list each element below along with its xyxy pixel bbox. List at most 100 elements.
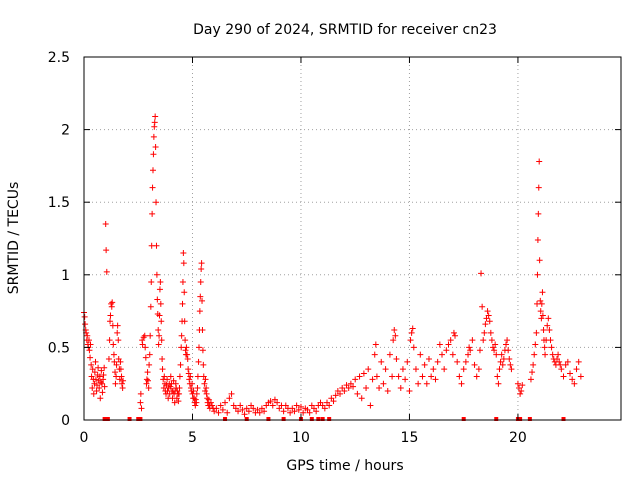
data-point bbox=[460, 366, 467, 373]
data-point bbox=[148, 279, 155, 286]
data-point bbox=[274, 399, 281, 406]
data-point bbox=[155, 326, 162, 333]
y-tick-label: 0.5 bbox=[48, 340, 70, 356]
data-point bbox=[159, 356, 166, 363]
data-point bbox=[157, 279, 164, 286]
data-point bbox=[159, 366, 166, 373]
data-point bbox=[181, 289, 188, 296]
data-point bbox=[203, 385, 210, 392]
data-point bbox=[224, 409, 231, 416]
data-point bbox=[280, 408, 287, 415]
data-point bbox=[408, 329, 415, 336]
data-point bbox=[103, 247, 110, 254]
data-point bbox=[337, 390, 344, 397]
x-tick-label: 10 bbox=[292, 430, 310, 446]
data-point bbox=[535, 184, 542, 191]
data-point bbox=[98, 367, 105, 374]
data-point bbox=[85, 337, 92, 344]
data-point bbox=[153, 271, 160, 278]
data-point bbox=[391, 326, 398, 333]
data-point bbox=[213, 405, 220, 412]
data-point bbox=[108, 300, 115, 307]
data-point bbox=[577, 373, 584, 380]
data-point bbox=[406, 387, 413, 394]
data-point bbox=[201, 380, 208, 387]
y-tick-labels: 0 0.5 1 1.5 2 2.5 bbox=[48, 50, 70, 429]
data-point bbox=[241, 411, 248, 418]
data-point bbox=[185, 366, 192, 373]
data-point bbox=[321, 405, 328, 412]
data-point bbox=[544, 322, 551, 329]
data-point bbox=[382, 366, 389, 373]
data-point bbox=[439, 351, 445, 358]
data-point bbox=[112, 369, 119, 376]
data-point bbox=[137, 399, 144, 406]
data-point bbox=[147, 332, 154, 339]
data-point bbox=[117, 358, 124, 365]
data-point bbox=[120, 377, 127, 384]
data-point bbox=[571, 380, 578, 387]
data-point bbox=[179, 279, 186, 286]
data-point bbox=[139, 341, 146, 348]
y-tick-label: 0 bbox=[61, 413, 70, 429]
data-point bbox=[425, 356, 432, 363]
data-point bbox=[475, 366, 482, 373]
data-point bbox=[193, 399, 200, 406]
data-point-zero bbox=[281, 417, 286, 421]
data-point bbox=[235, 408, 242, 415]
data-point bbox=[363, 385, 370, 392]
data-point bbox=[441, 366, 448, 373]
data-point bbox=[118, 373, 125, 380]
data-point bbox=[493, 351, 500, 358]
data-point bbox=[87, 341, 94, 348]
data-point bbox=[167, 383, 174, 390]
data-point bbox=[194, 373, 201, 380]
data-point bbox=[112, 380, 119, 387]
data-point bbox=[546, 326, 553, 333]
data-point bbox=[237, 402, 244, 409]
data-point bbox=[393, 356, 400, 363]
data-point bbox=[142, 344, 149, 351]
data-point bbox=[419, 373, 426, 380]
data-point bbox=[503, 341, 510, 348]
data-point bbox=[180, 250, 187, 257]
data-point bbox=[488, 337, 495, 344]
data-point bbox=[158, 318, 165, 325]
data-point bbox=[183, 344, 190, 351]
data-point bbox=[82, 321, 89, 328]
data-point bbox=[465, 351, 472, 358]
data-point-zero bbox=[494, 417, 499, 421]
data-point bbox=[508, 366, 515, 373]
data-point bbox=[199, 326, 206, 333]
data-point bbox=[199, 297, 206, 304]
data-point bbox=[138, 405, 145, 412]
data-point bbox=[115, 337, 122, 344]
data-point bbox=[529, 369, 536, 376]
data-point bbox=[156, 332, 163, 339]
data-point bbox=[573, 366, 580, 373]
data-point bbox=[185, 370, 192, 377]
data-point bbox=[110, 341, 117, 348]
data-point bbox=[186, 376, 193, 383]
data-point bbox=[184, 351, 191, 358]
data-point bbox=[297, 403, 304, 410]
data-point bbox=[518, 387, 525, 394]
data-point bbox=[153, 199, 160, 206]
data-point bbox=[178, 344, 185, 351]
data-point bbox=[434, 358, 441, 365]
data-point bbox=[180, 260, 187, 267]
data-point bbox=[345, 385, 352, 392]
data-point bbox=[250, 405, 257, 412]
data-point bbox=[549, 351, 556, 358]
data-point bbox=[532, 341, 539, 348]
data-point bbox=[500, 356, 507, 363]
grid bbox=[84, 57, 621, 420]
data-point bbox=[207, 399, 214, 406]
data-point bbox=[196, 308, 203, 315]
data-point bbox=[217, 402, 224, 409]
data-point bbox=[261, 408, 268, 415]
data-point bbox=[177, 361, 184, 368]
data-point bbox=[542, 351, 549, 358]
x-tick-label: 15 bbox=[401, 430, 419, 446]
data-point bbox=[167, 373, 174, 380]
